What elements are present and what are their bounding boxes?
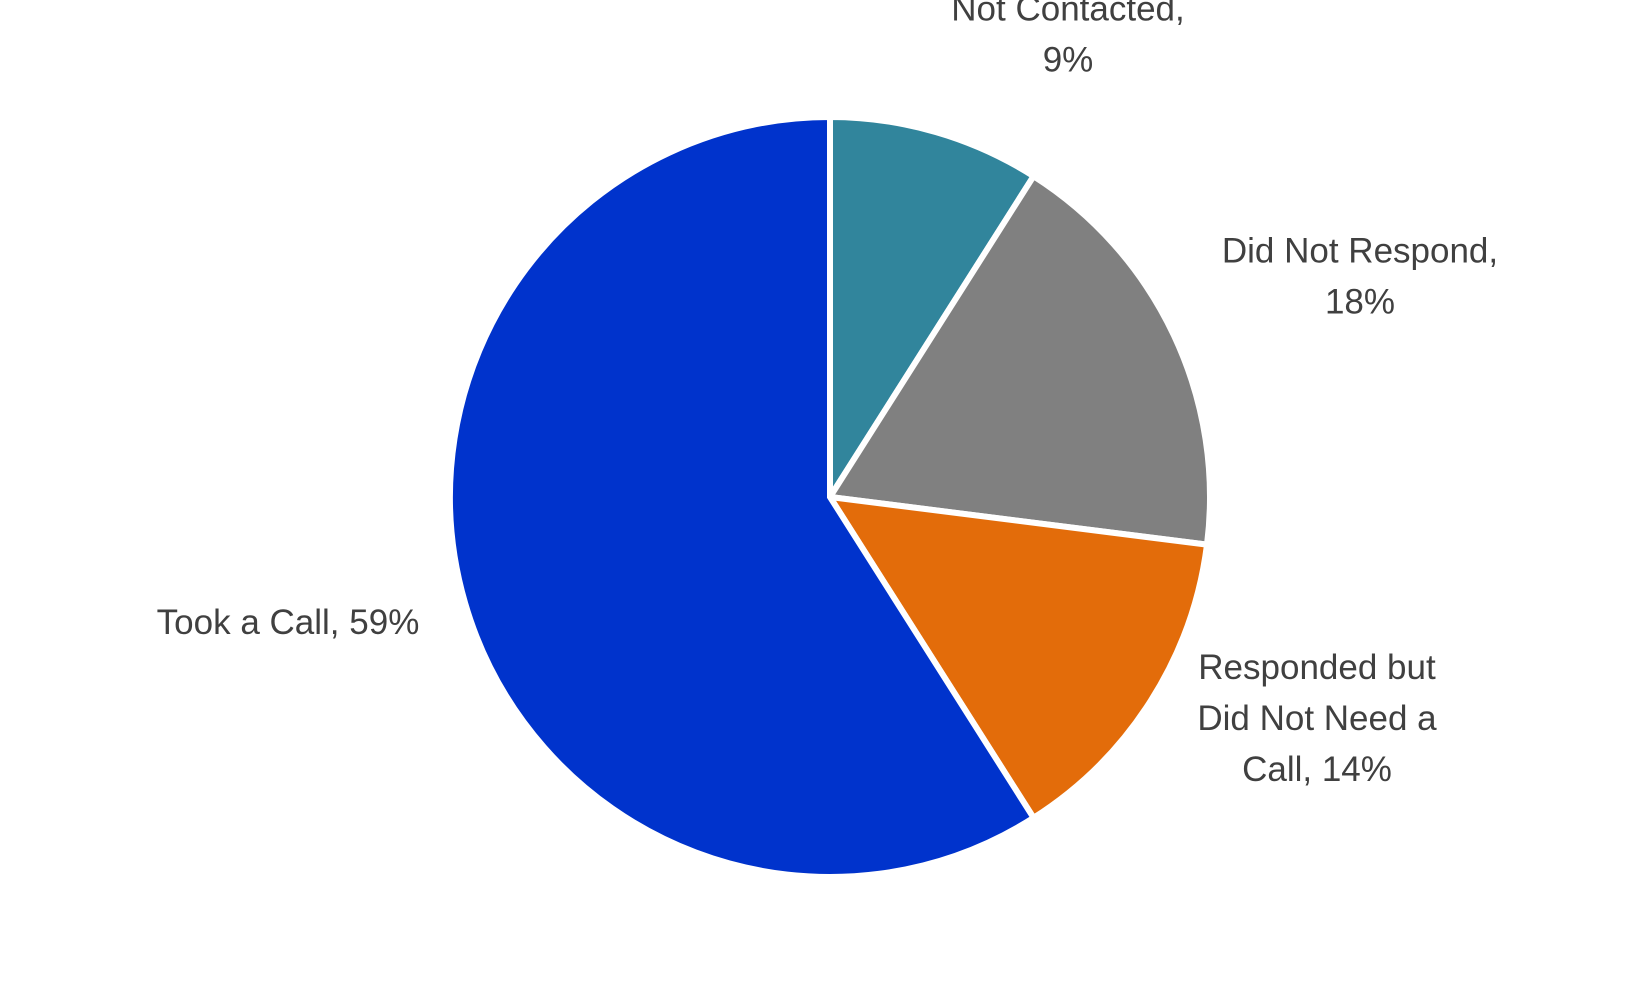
- pie-slice-did-not-respond: [824, 172, 1213, 548]
- data-label-line: Not Contacted,: [951, 0, 1184, 29]
- data-label-did-not-respond: Did Not Respond, 18%: [1222, 232, 1498, 322]
- data-label-line: Responded but: [1198, 648, 1436, 687]
- data-label-line: Did Not Respond,: [1222, 232, 1498, 271]
- pie-slice-took-a-call: [446, 113, 1038, 880]
- data-label-line: Did Not Need a: [1197, 699, 1437, 738]
- data-label-line: Took a Call, 59%: [157, 603, 420, 642]
- data-label-line: 18%: [1325, 283, 1395, 322]
- data-label-not-contacted: Not Contacted, 9%: [951, 0, 1184, 80]
- pie-slice-responded-but-did-not-need-a-call: [824, 493, 1211, 822]
- data-label-took-a-call: Took a Call, 59%: [157, 603, 420, 642]
- pie-labels: Not Contacted, 9% Did Not Respond, 18% Respo…: [157, 0, 1498, 789]
- pie-slice-not-contacted: [827, 113, 1038, 508]
- pie-slices: [446, 113, 1213, 880]
- data-label-line: 9%: [1043, 41, 1094, 80]
- data-label-line: Call, 14%: [1242, 750, 1392, 789]
- data-label-responded-but-did-not-need-a-call: Responded but Did Not Need a Call, 14%: [1197, 648, 1437, 789]
